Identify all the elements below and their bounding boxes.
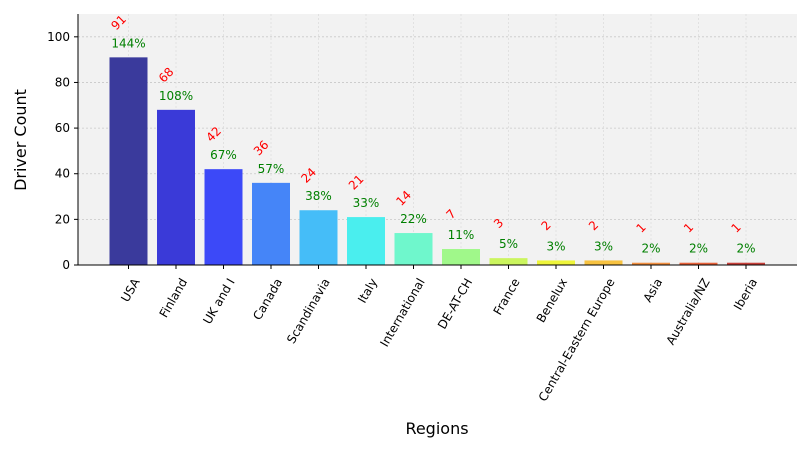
percent-label: 3%	[594, 239, 613, 253]
bar	[727, 262, 765, 265]
y-tick-label: 60	[55, 121, 70, 135]
bar	[394, 233, 433, 265]
percent-label: 2%	[689, 242, 708, 256]
plot-area	[78, 14, 797, 265]
percent-label: 11%	[448, 228, 475, 242]
y-tick-label: 80	[55, 75, 70, 89]
bar	[204, 169, 243, 265]
percent-label: 67%	[210, 148, 237, 162]
grid-lines	[78, 14, 797, 266]
y-tick-label: 100	[47, 30, 70, 44]
y-tick-label: 20	[55, 212, 70, 226]
bar	[347, 217, 385, 265]
bar	[157, 109, 195, 265]
bar	[109, 57, 148, 265]
x-tick-label: International	[377, 276, 427, 349]
x-tick-label: DE-AT-CH	[435, 276, 475, 332]
x-tick-label: Benelux	[534, 276, 570, 325]
bar	[632, 262, 670, 265]
percent-label: 108%	[159, 89, 193, 103]
percent-label: 38%	[305, 189, 332, 203]
percent-label: 33%	[353, 196, 380, 210]
x-axis-label: Regions	[405, 419, 468, 438]
x-tick-label: Australia/NZ	[663, 276, 712, 347]
x-tick-label: Italy	[355, 276, 380, 306]
percent-label: 5%	[499, 237, 518, 251]
x-tick-label: Canada	[250, 276, 285, 323]
bars	[109, 57, 765, 265]
bar	[252, 182, 290, 265]
y-tick-label: 40	[55, 167, 70, 181]
bar	[584, 260, 623, 265]
x-tick-label: Iberia	[731, 276, 760, 313]
x-tick-label: Scandinavia	[284, 276, 333, 346]
bar	[442, 249, 480, 265]
percent-label: 2%	[736, 242, 755, 256]
bar	[299, 210, 338, 265]
y-axis-label: Driver Count	[11, 89, 30, 191]
percent-label: 57%	[258, 162, 285, 176]
percent-label: 2%	[641, 242, 660, 256]
x-tick-label: Finland	[157, 276, 191, 320]
bar	[679, 262, 718, 265]
percent-label: 22%	[400, 212, 427, 226]
bar	[537, 260, 575, 265]
percent-label: 144%	[111, 36, 145, 50]
x-tick-label: UK and I	[200, 276, 237, 327]
x-tick-label: Asia	[641, 276, 666, 305]
y-ticks: 0 20 40 60 80 100	[47, 30, 78, 272]
percent-label: 3%	[546, 239, 565, 253]
x-tick-label: USA	[118, 275, 143, 304]
y-tick-label: 0	[62, 258, 70, 272]
bar	[489, 258, 528, 265]
x-tick-label: France	[491, 276, 523, 318]
